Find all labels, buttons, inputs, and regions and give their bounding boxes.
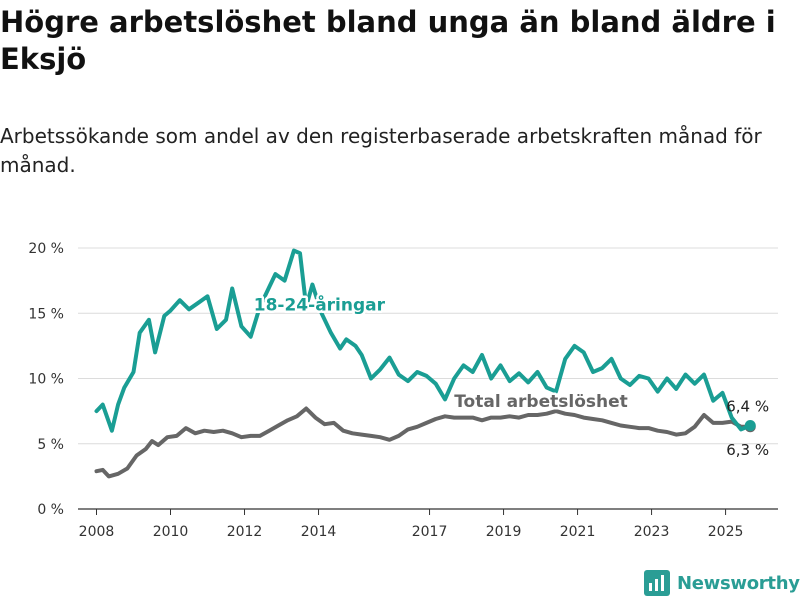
y-tick-label: 5 % [37, 437, 64, 453]
series-label-total: Total arbetslöshet [454, 392, 628, 412]
x-tick-label: 2021 [560, 524, 596, 540]
y-tick-label: 15 % [28, 306, 64, 322]
x-tick-label: 2014 [301, 524, 337, 540]
y-tick-label: 10 % [28, 372, 64, 388]
y-tick-label: 20 % [28, 241, 64, 257]
newsworthy-chart-icon [644, 570, 670, 596]
axes: 0 % 5 % 10 % 15 % 20 % 2008 2010 2012 2014 2017 20… [28, 241, 743, 540]
newsworthy-logo: Newsworthy [644, 569, 800, 597]
brand-name: Newsworthy [677, 572, 800, 594]
end-label-youth: 6,4 % [726, 397, 769, 415]
x-tick-label: 2025 [708, 524, 744, 540]
x-tick-label: 2023 [634, 524, 670, 540]
end-point-youth [744, 419, 756, 431]
gridlines [78, 247, 778, 510]
x-tick-label: 2010 [153, 524, 189, 540]
y-tick-label: 0 % [37, 502, 64, 518]
x-tick-label: 2019 [486, 524, 522, 540]
chart-subtitle: Arbetssökande som andel av den registerb… [0, 124, 762, 177]
series-label-youth-halo: 18-24-åringar [254, 294, 386, 316]
series-label-total-halo: Total arbetslöshet [454, 392, 628, 412]
chart-title: Högre arbetslöshet bland unga än bland ä… [0, 5, 776, 76]
x-tick-label: 2012 [227, 524, 263, 540]
end-label-total: 6,3 % [726, 441, 769, 459]
series-line-youth [94, 248, 753, 433]
x-tick-label: 2008 [79, 524, 115, 540]
series-line-total [94, 406, 753, 479]
series-label-youth: 18-24-åringar [254, 294, 386, 316]
x-tick-label: 2017 [412, 524, 448, 540]
series-lines [94, 248, 756, 479]
